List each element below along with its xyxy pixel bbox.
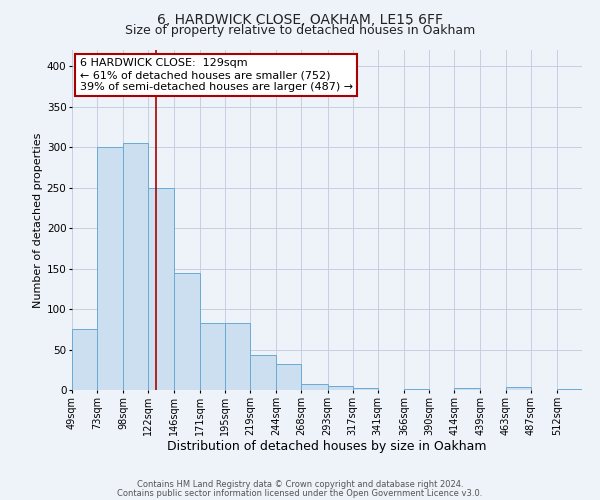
Bar — [200, 323, 225, 390]
Bar — [148, 188, 173, 390]
Bar — [506, 387, 530, 390]
Bar — [328, 386, 353, 390]
Bar — [557, 389, 582, 390]
Bar — [404, 389, 429, 390]
Bar — [353, 388, 378, 390]
Bar — [301, 384, 328, 390]
Text: 6 HARDWICK CLOSE:  129sqm
← 61% of detached houses are smaller (752)
39% of semi: 6 HARDWICK CLOSE: 129sqm ← 61% of detach… — [80, 58, 353, 92]
Text: Contains HM Land Registry data © Crown copyright and database right 2024.: Contains HM Land Registry data © Crown c… — [137, 480, 463, 489]
Bar — [225, 323, 250, 390]
X-axis label: Distribution of detached houses by size in Oakham: Distribution of detached houses by size … — [167, 440, 487, 454]
Bar — [97, 147, 124, 390]
Bar — [454, 388, 481, 390]
Text: Size of property relative to detached houses in Oakham: Size of property relative to detached ho… — [125, 24, 475, 37]
Bar — [72, 330, 97, 390]
Text: 6, HARDWICK CLOSE, OAKHAM, LE15 6FF: 6, HARDWICK CLOSE, OAKHAM, LE15 6FF — [157, 12, 443, 26]
Bar — [250, 355, 276, 390]
Y-axis label: Number of detached properties: Number of detached properties — [32, 132, 43, 308]
Text: Contains public sector information licensed under the Open Government Licence v3: Contains public sector information licen… — [118, 488, 482, 498]
Bar — [124, 143, 148, 390]
Bar — [276, 364, 301, 390]
Bar — [173, 272, 200, 390]
